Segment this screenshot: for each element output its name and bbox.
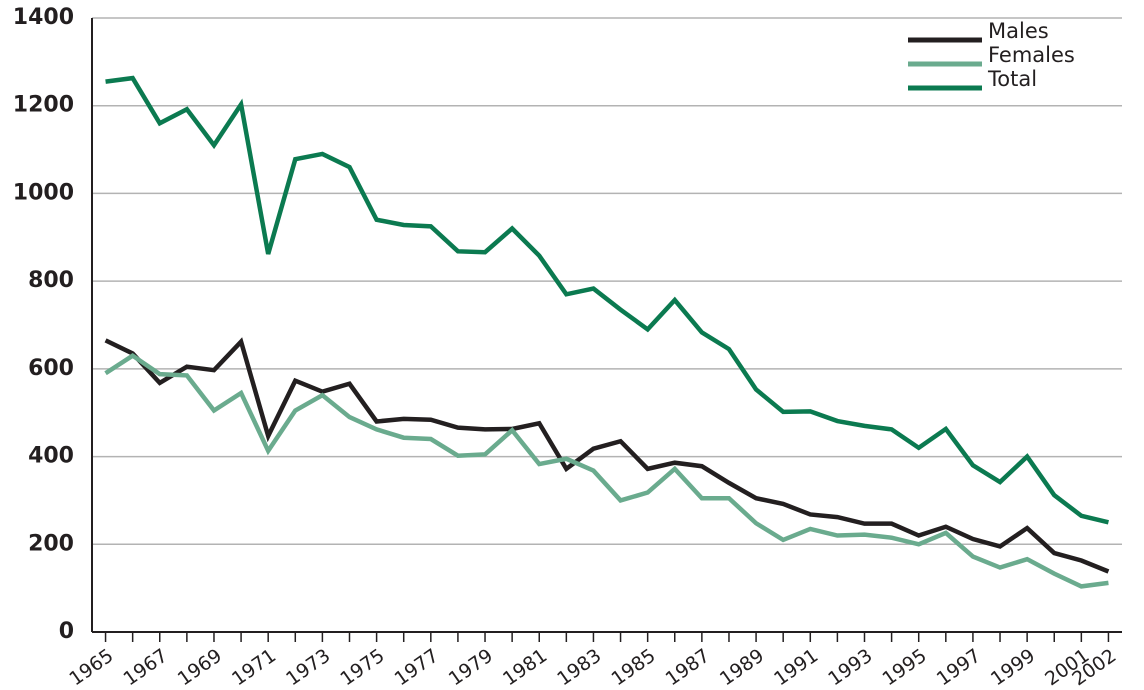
- x-tick-label: 1999: [987, 645, 1039, 690]
- series-line: [104, 353, 1109, 589]
- x-tick-label: 1979: [445, 645, 497, 690]
- series-line: [104, 337, 1110, 574]
- x-tick-label: 1967: [120, 645, 172, 690]
- y-tick-label: 400: [28, 444, 74, 469]
- y-tick-label: 0: [59, 619, 74, 644]
- x-tick-label: 1965: [65, 645, 117, 690]
- series-line: [105, 75, 1109, 525]
- x-tick-label: 1995: [879, 645, 931, 690]
- x-tick-label: 1989: [716, 645, 768, 690]
- x-tick-label: 1993: [824, 645, 876, 690]
- legend-label: Total: [987, 67, 1037, 91]
- x-tick-label: 1977: [391, 645, 443, 690]
- y-tick-label: 800: [28, 268, 74, 293]
- x-tick-label: 1997: [933, 645, 985, 690]
- x-tick-label: 1985: [607, 645, 659, 690]
- y-tick-label: 1400: [13, 5, 74, 30]
- x-tick-label: 1971: [228, 645, 280, 690]
- x-tick-label: 1975: [336, 645, 388, 690]
- x-tick-label: 1991: [770, 645, 822, 690]
- legend-label: Females: [988, 43, 1075, 67]
- x-tick-label: 1981: [499, 645, 551, 690]
- x-tick-label: 1983: [553, 645, 605, 690]
- y-tick-label: 1200: [13, 93, 74, 118]
- x-tick-label: 1987: [662, 645, 714, 690]
- x-tick-label: 1969: [174, 645, 226, 690]
- y-tick-label: 200: [28, 531, 74, 556]
- y-tick-label: 600: [28, 356, 74, 381]
- legend-label: Males: [988, 19, 1049, 43]
- x-tick-label: 1973: [282, 645, 334, 690]
- y-tick-label: 1000: [13, 180, 74, 205]
